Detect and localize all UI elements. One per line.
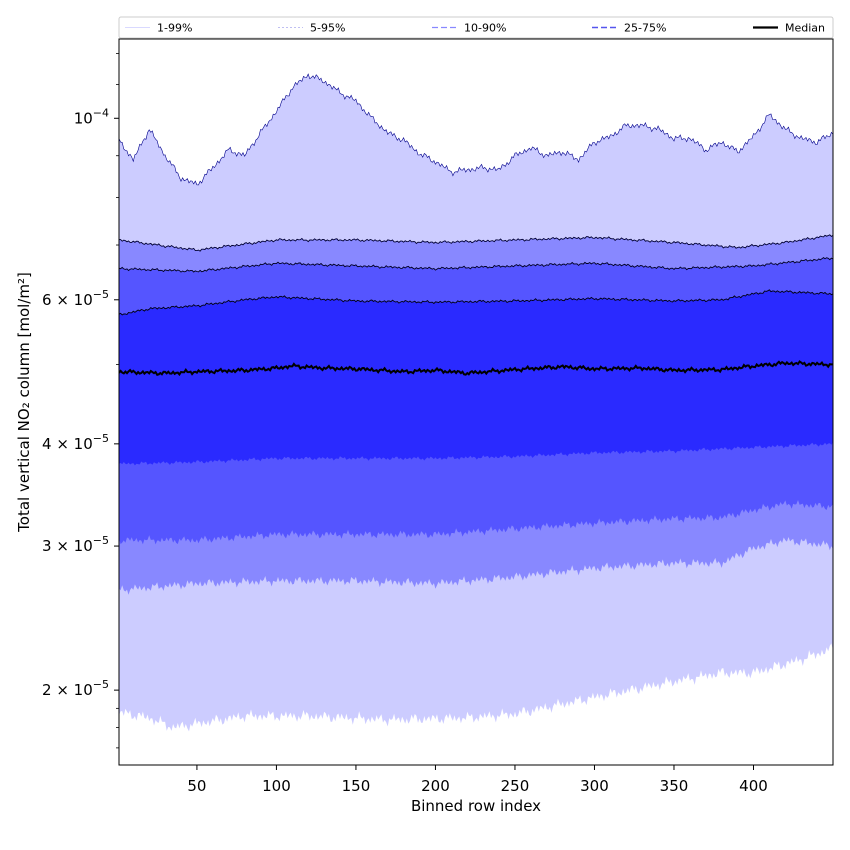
y-tick-label: 10−4 [74,106,109,127]
band-upper-edge-25-to-75 [119,289,833,316]
median-line [119,360,833,377]
x-tick-label: 200 [421,777,450,795]
x-tick-label: 100 [262,777,291,795]
x-tick-label: 400 [739,777,768,795]
band-upper-edge-10-to-90 [119,257,833,273]
legend-box [118,16,834,39]
legend-label: 25-75% [624,22,666,35]
percentile-bands [119,74,833,732]
band-25-to-75 [119,289,833,466]
y-tick-label: 4 × 10−5 [42,432,109,453]
band-upper-edge-1-to-99 [119,73,833,186]
x-tick-label: 300 [580,777,609,795]
y-axis: 2 × 10−5 3 × 10−5 4 × 10−5 6 × 10−5 10−4 [42,53,119,749]
x-tick-label: 250 [501,777,530,795]
legend-label: 10-90% [464,22,506,35]
y-axis-label: Total vertical NO₂ column [mol/m²] [15,272,33,533]
legend-label: 1-99% [157,22,192,35]
series-lines [119,73,833,377]
x-axis-label: Binned row index [411,797,541,815]
y-tick-label: 2 × 10−5 [42,678,109,699]
legend: 1-99% 5-95% 10-90% 25-75% Median [118,16,834,39]
x-axis: 50 100 150 200 250 300 350 400 [187,765,768,795]
x-tick-label: 50 [187,777,206,795]
x-tick-label: 150 [342,777,371,795]
y-tick-label: 6 × 10−5 [42,288,109,309]
y-tick-label: 3 × 10−5 [42,534,109,555]
legend-label: 5-95% [310,22,345,35]
band-upper-edge-5-to-95 [119,234,833,252]
legend-label: Median [785,22,825,35]
x-tick-label: 350 [660,777,689,795]
plot-frame [118,38,834,766]
